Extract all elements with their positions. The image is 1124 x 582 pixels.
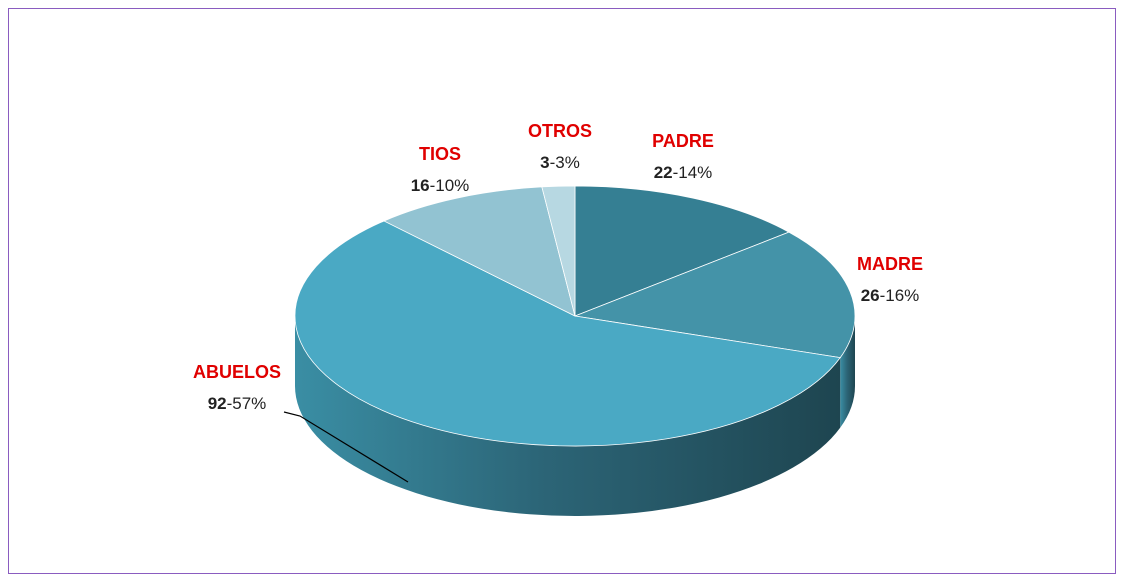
category-label: MADRE (857, 254, 923, 274)
data-value: 16 (411, 176, 430, 195)
slice (573, 231, 856, 359)
slice (294, 220, 841, 447)
category-label: OTROS (528, 121, 592, 141)
data-share: -16% (880, 286, 920, 305)
data-share: -14% (673, 163, 713, 182)
leader-line (283, 411, 409, 483)
slice (541, 185, 576, 317)
slice-side (295, 316, 841, 516)
category-label: ABUELOS (193, 362, 281, 382)
slice-side (840, 316, 855, 428)
data-label: 3-3% (540, 153, 580, 172)
data-share: -57% (227, 394, 267, 413)
data-value: 22 (654, 163, 673, 182)
data-label: 26-16% (861, 286, 920, 305)
data-share: -10% (430, 176, 470, 195)
data-value: 3 (540, 153, 549, 172)
data-value: 26 (861, 286, 880, 305)
data-label: 22-14% (654, 163, 713, 182)
slice (574, 185, 790, 317)
data-label: 92-57% (208, 394, 267, 413)
data-value: 92 (208, 394, 227, 413)
category-label: PADRE (652, 131, 714, 151)
data-label: 16-10% (411, 176, 470, 195)
data-share: -3% (550, 153, 580, 172)
category-label: TIOS (419, 144, 461, 164)
slice (383, 186, 576, 317)
